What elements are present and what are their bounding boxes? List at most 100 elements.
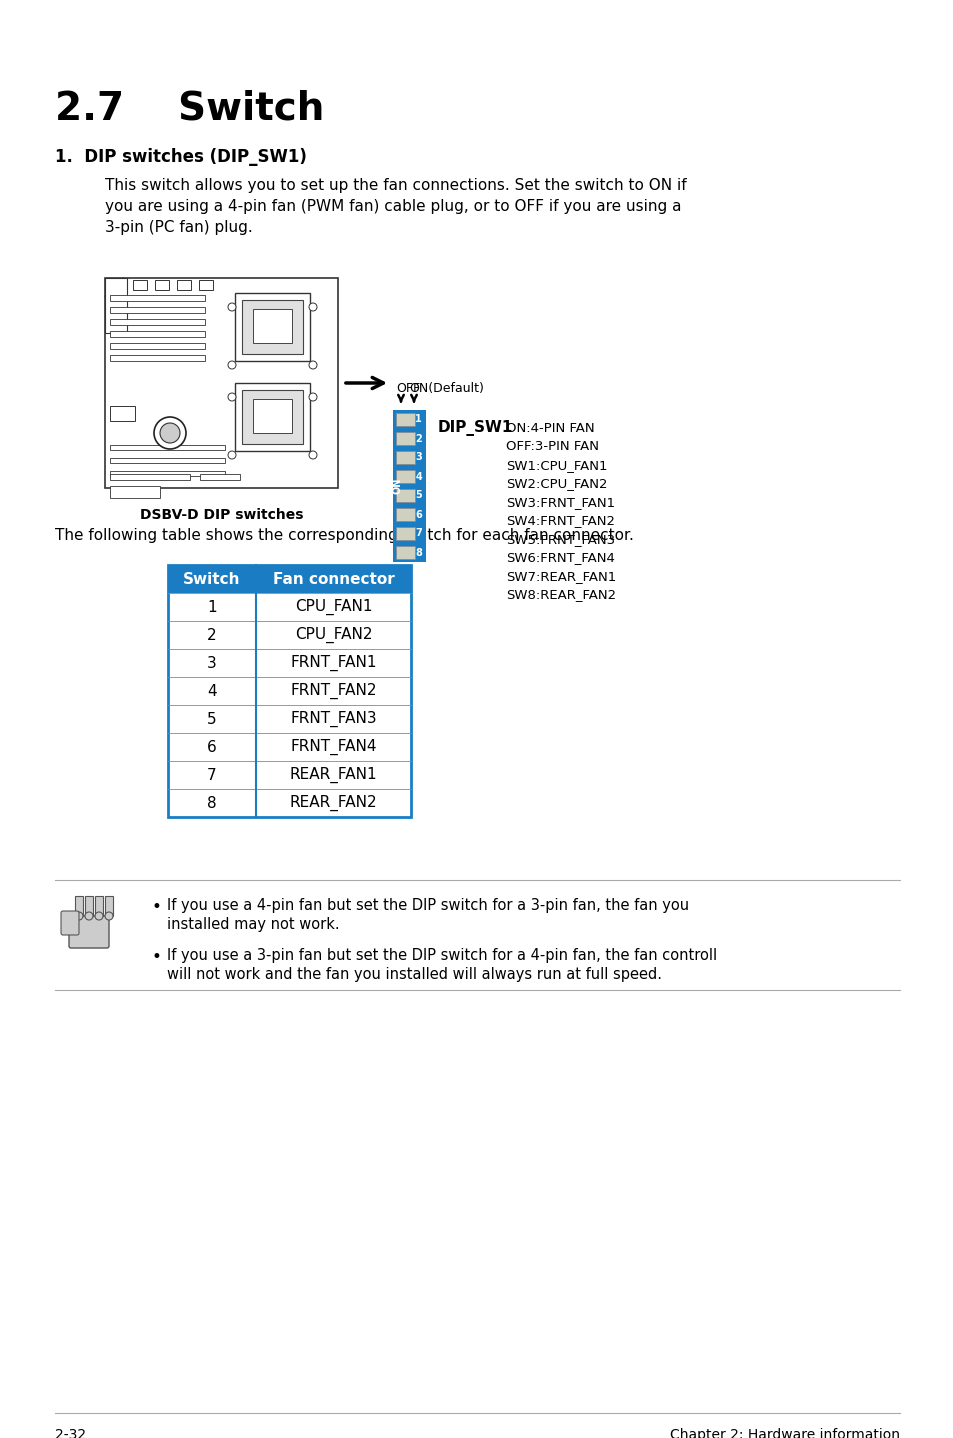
Circle shape bbox=[75, 912, 83, 920]
Text: SW8:REAR_FAN2: SW8:REAR_FAN2 bbox=[505, 588, 616, 601]
Text: SW3:FRNT_FAN1: SW3:FRNT_FAN1 bbox=[505, 496, 615, 509]
Text: 2.7    Switch: 2.7 Switch bbox=[55, 91, 324, 128]
Circle shape bbox=[153, 417, 186, 449]
Text: Switch: Switch bbox=[183, 571, 240, 587]
Bar bbox=[105, 278, 127, 334]
Text: ON(Default): ON(Default) bbox=[409, 383, 483, 395]
Bar bbox=[255, 705, 411, 733]
Text: 2: 2 bbox=[415, 433, 421, 443]
Text: 1.  DIP switches (DIP_SW1): 1. DIP switches (DIP_SW1) bbox=[55, 148, 307, 165]
Bar bbox=[395, 489, 415, 502]
Text: 2: 2 bbox=[207, 627, 216, 643]
Bar bbox=[105, 896, 112, 916]
Bar bbox=[255, 789, 411, 817]
Text: If you use a 4-pin fan but set the DIP switch for a 3-pin fan, the fan you: If you use a 4-pin fan but set the DIP s… bbox=[167, 897, 688, 913]
Circle shape bbox=[160, 423, 180, 443]
Bar bbox=[110, 331, 205, 336]
Bar bbox=[95, 896, 103, 916]
Text: The following table shows the corresponding switch for each fan connector.: The following table shows the correspond… bbox=[55, 528, 633, 544]
Bar bbox=[132, 280, 147, 290]
Bar bbox=[168, 649, 255, 677]
Circle shape bbox=[309, 452, 316, 459]
FancyArrowPatch shape bbox=[345, 377, 383, 388]
Bar bbox=[255, 761, 411, 789]
Bar bbox=[110, 475, 190, 480]
Bar bbox=[168, 621, 255, 649]
Bar bbox=[395, 452, 415, 464]
Text: OFF:3-PIN FAN: OFF:3-PIN FAN bbox=[505, 440, 598, 453]
Text: 3: 3 bbox=[207, 656, 216, 670]
Text: •: • bbox=[152, 897, 162, 916]
Text: 8: 8 bbox=[207, 795, 216, 811]
FancyBboxPatch shape bbox=[69, 916, 109, 948]
Text: SW4:FRNT_FAN2: SW4:FRNT_FAN2 bbox=[505, 515, 615, 528]
Circle shape bbox=[228, 303, 235, 311]
Bar bbox=[110, 355, 205, 361]
Bar bbox=[395, 546, 415, 559]
Circle shape bbox=[228, 393, 235, 401]
Bar bbox=[110, 486, 160, 498]
Text: If you use a 3-pin fan but set the DIP switch for a 4-pin fan, the fan controll: If you use a 3-pin fan but set the DIP s… bbox=[167, 948, 717, 963]
Text: 3: 3 bbox=[415, 453, 421, 463]
Text: FRNT_FAN2: FRNT_FAN2 bbox=[290, 683, 376, 699]
Bar bbox=[110, 344, 205, 349]
Text: CPU_FAN1: CPU_FAN1 bbox=[294, 598, 372, 615]
Circle shape bbox=[228, 452, 235, 459]
FancyBboxPatch shape bbox=[61, 912, 79, 935]
Text: SW1:CPU_FAN1: SW1:CPU_FAN1 bbox=[505, 459, 607, 472]
Text: SW2:CPU_FAN2: SW2:CPU_FAN2 bbox=[505, 477, 607, 490]
Text: SW6:FRNT_FAN4: SW6:FRNT_FAN4 bbox=[505, 552, 615, 565]
Text: Chapter 2: Hardware information: Chapter 2: Hardware information bbox=[669, 1428, 899, 1438]
Circle shape bbox=[309, 393, 316, 401]
Text: OFF: OFF bbox=[395, 383, 419, 395]
Circle shape bbox=[105, 912, 112, 920]
Bar bbox=[395, 470, 415, 483]
Bar bbox=[395, 508, 415, 521]
Bar bbox=[168, 677, 255, 705]
Bar bbox=[255, 733, 411, 761]
Text: REAR_FAN2: REAR_FAN2 bbox=[290, 795, 377, 811]
Text: DIP_SW1: DIP_SW1 bbox=[437, 420, 513, 436]
Bar bbox=[255, 621, 411, 649]
Bar bbox=[234, 383, 310, 452]
Bar bbox=[255, 649, 411, 677]
Circle shape bbox=[228, 361, 235, 370]
Text: installed may not work.: installed may not work. bbox=[167, 917, 339, 932]
Text: 2-32: 2-32 bbox=[55, 1428, 86, 1438]
Text: 6: 6 bbox=[207, 739, 216, 755]
Bar bbox=[395, 526, 415, 541]
Text: 3-pin (PC fan) plug.: 3-pin (PC fan) plug. bbox=[105, 220, 253, 234]
Text: 5: 5 bbox=[415, 490, 421, 500]
Bar bbox=[154, 280, 169, 290]
Text: ON:4-PIN FAN: ON:4-PIN FAN bbox=[505, 421, 594, 436]
Bar bbox=[242, 390, 303, 444]
Bar bbox=[110, 472, 225, 476]
Text: 7: 7 bbox=[415, 529, 421, 538]
Bar bbox=[253, 398, 292, 433]
Bar bbox=[199, 280, 213, 290]
Bar bbox=[242, 301, 303, 354]
Bar bbox=[85, 896, 92, 916]
Bar bbox=[168, 592, 255, 621]
Text: 5: 5 bbox=[207, 712, 216, 726]
Bar bbox=[110, 306, 205, 313]
Text: FRNT_FAN4: FRNT_FAN4 bbox=[290, 739, 376, 755]
Bar bbox=[110, 295, 205, 301]
Bar bbox=[168, 565, 411, 817]
Text: ON: ON bbox=[393, 477, 402, 495]
Text: This switch allows you to set up the fan connections. Set the switch to ON if: This switch allows you to set up the fan… bbox=[105, 178, 686, 193]
Circle shape bbox=[309, 303, 316, 311]
Circle shape bbox=[309, 361, 316, 370]
Text: SW5:FRNT_FAN3: SW5:FRNT_FAN3 bbox=[505, 533, 615, 546]
Bar bbox=[110, 319, 205, 325]
Text: REAR_FAN1: REAR_FAN1 bbox=[290, 766, 377, 784]
Circle shape bbox=[95, 912, 103, 920]
Bar bbox=[395, 413, 415, 426]
Bar bbox=[110, 406, 135, 421]
Bar bbox=[75, 896, 83, 916]
Bar bbox=[177, 280, 191, 290]
Bar bbox=[168, 565, 411, 592]
Text: will not work and the fan you installed will always run at full speed.: will not work and the fan you installed … bbox=[167, 966, 661, 982]
Bar bbox=[255, 592, 411, 621]
Bar bbox=[234, 293, 310, 361]
